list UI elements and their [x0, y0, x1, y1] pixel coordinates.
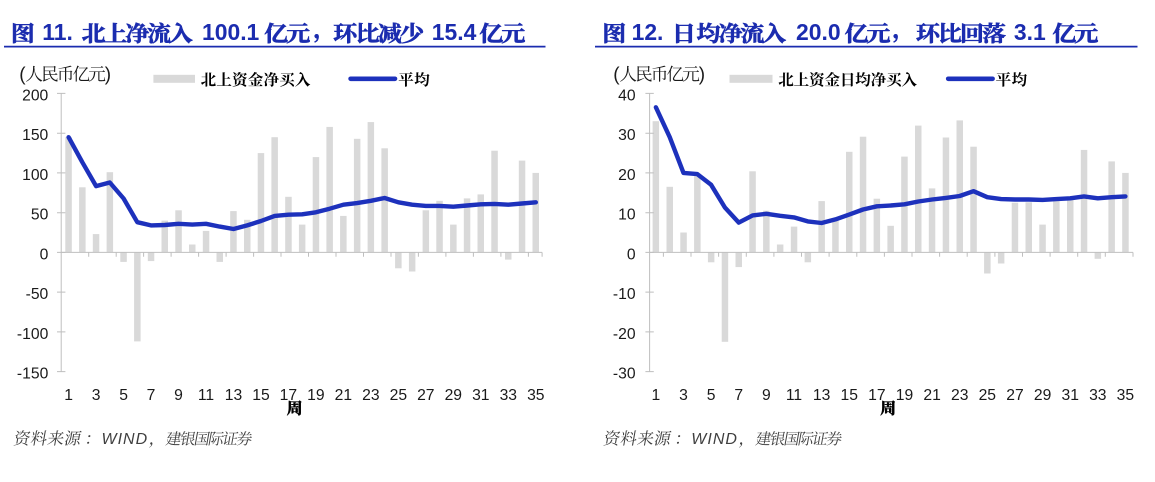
svg-text:19: 19	[896, 387, 913, 404]
svg-text:0: 0	[40, 246, 49, 263]
svg-text:-20: -20	[613, 326, 636, 343]
svg-text:7: 7	[147, 387, 156, 404]
svg-text:11: 11	[786, 387, 802, 404]
svg-text:3: 3	[92, 387, 101, 404]
svg-text:12.: 12.	[632, 19, 664, 45]
svg-text:15: 15	[840, 387, 858, 404]
svg-text:23: 23	[362, 387, 380, 404]
svg-text:21: 21	[335, 387, 352, 404]
svg-text:33: 33	[1089, 387, 1107, 404]
svg-text:15: 15	[252, 387, 270, 404]
svg-text:23: 23	[951, 387, 969, 404]
svg-text:): )	[105, 65, 111, 86]
svg-text:13: 13	[813, 387, 831, 404]
svg-text:17: 17	[280, 387, 297, 404]
svg-text:-100: -100	[17, 326, 49, 343]
svg-text:-50: -50	[26, 286, 49, 303]
svg-text:-30: -30	[613, 366, 636, 383]
svg-text:5: 5	[119, 387, 128, 404]
svg-text:21: 21	[923, 387, 940, 404]
svg-text:33: 33	[500, 387, 518, 404]
svg-text:40: 40	[618, 87, 636, 104]
svg-text:150: 150	[22, 127, 48, 144]
svg-text:3.1: 3.1	[1014, 19, 1046, 45]
svg-text:20: 20	[618, 167, 636, 184]
svg-text:9: 9	[762, 387, 771, 404]
svg-text:30: 30	[618, 127, 636, 144]
svg-text:50: 50	[31, 207, 49, 224]
svg-text:27: 27	[1006, 387, 1023, 404]
svg-text:3: 3	[679, 387, 688, 404]
svg-text:17: 17	[868, 387, 885, 404]
svg-text:WIND: WIND	[691, 431, 738, 448]
svg-text:-150: -150	[17, 366, 49, 383]
svg-text:100.1: 100.1	[202, 19, 260, 45]
svg-text:25: 25	[390, 387, 408, 404]
svg-text:7: 7	[734, 387, 743, 404]
svg-text:29: 29	[1034, 387, 1051, 404]
svg-text:27: 27	[417, 387, 434, 404]
svg-text:1: 1	[652, 387, 661, 404]
svg-text:35: 35	[1117, 387, 1135, 404]
svg-text:15.4: 15.4	[432, 19, 477, 45]
svg-text:(: (	[613, 65, 620, 86]
svg-text:5: 5	[707, 387, 716, 404]
svg-text:19: 19	[307, 387, 324, 404]
svg-text:25: 25	[979, 387, 997, 404]
svg-text:0: 0	[627, 246, 636, 263]
svg-text:WIND: WIND	[102, 431, 149, 448]
svg-text:31: 31	[472, 387, 489, 404]
svg-text:11: 11	[198, 387, 214, 404]
svg-text:200: 200	[22, 87, 48, 104]
svg-text:10: 10	[618, 207, 636, 224]
svg-text:13: 13	[225, 387, 243, 404]
svg-text:-10: -10	[613, 286, 636, 303]
svg-text:11.: 11.	[42, 19, 73, 45]
svg-text:): )	[699, 65, 705, 86]
svg-text:1: 1	[64, 387, 73, 404]
svg-text:(: (	[19, 65, 26, 86]
svg-text:20.0: 20.0	[796, 19, 841, 45]
svg-text:100: 100	[22, 167, 48, 184]
svg-text:31: 31	[1061, 387, 1078, 404]
svg-text:35: 35	[527, 387, 545, 404]
svg-text:29: 29	[445, 387, 462, 404]
svg-text:9: 9	[174, 387, 183, 404]
